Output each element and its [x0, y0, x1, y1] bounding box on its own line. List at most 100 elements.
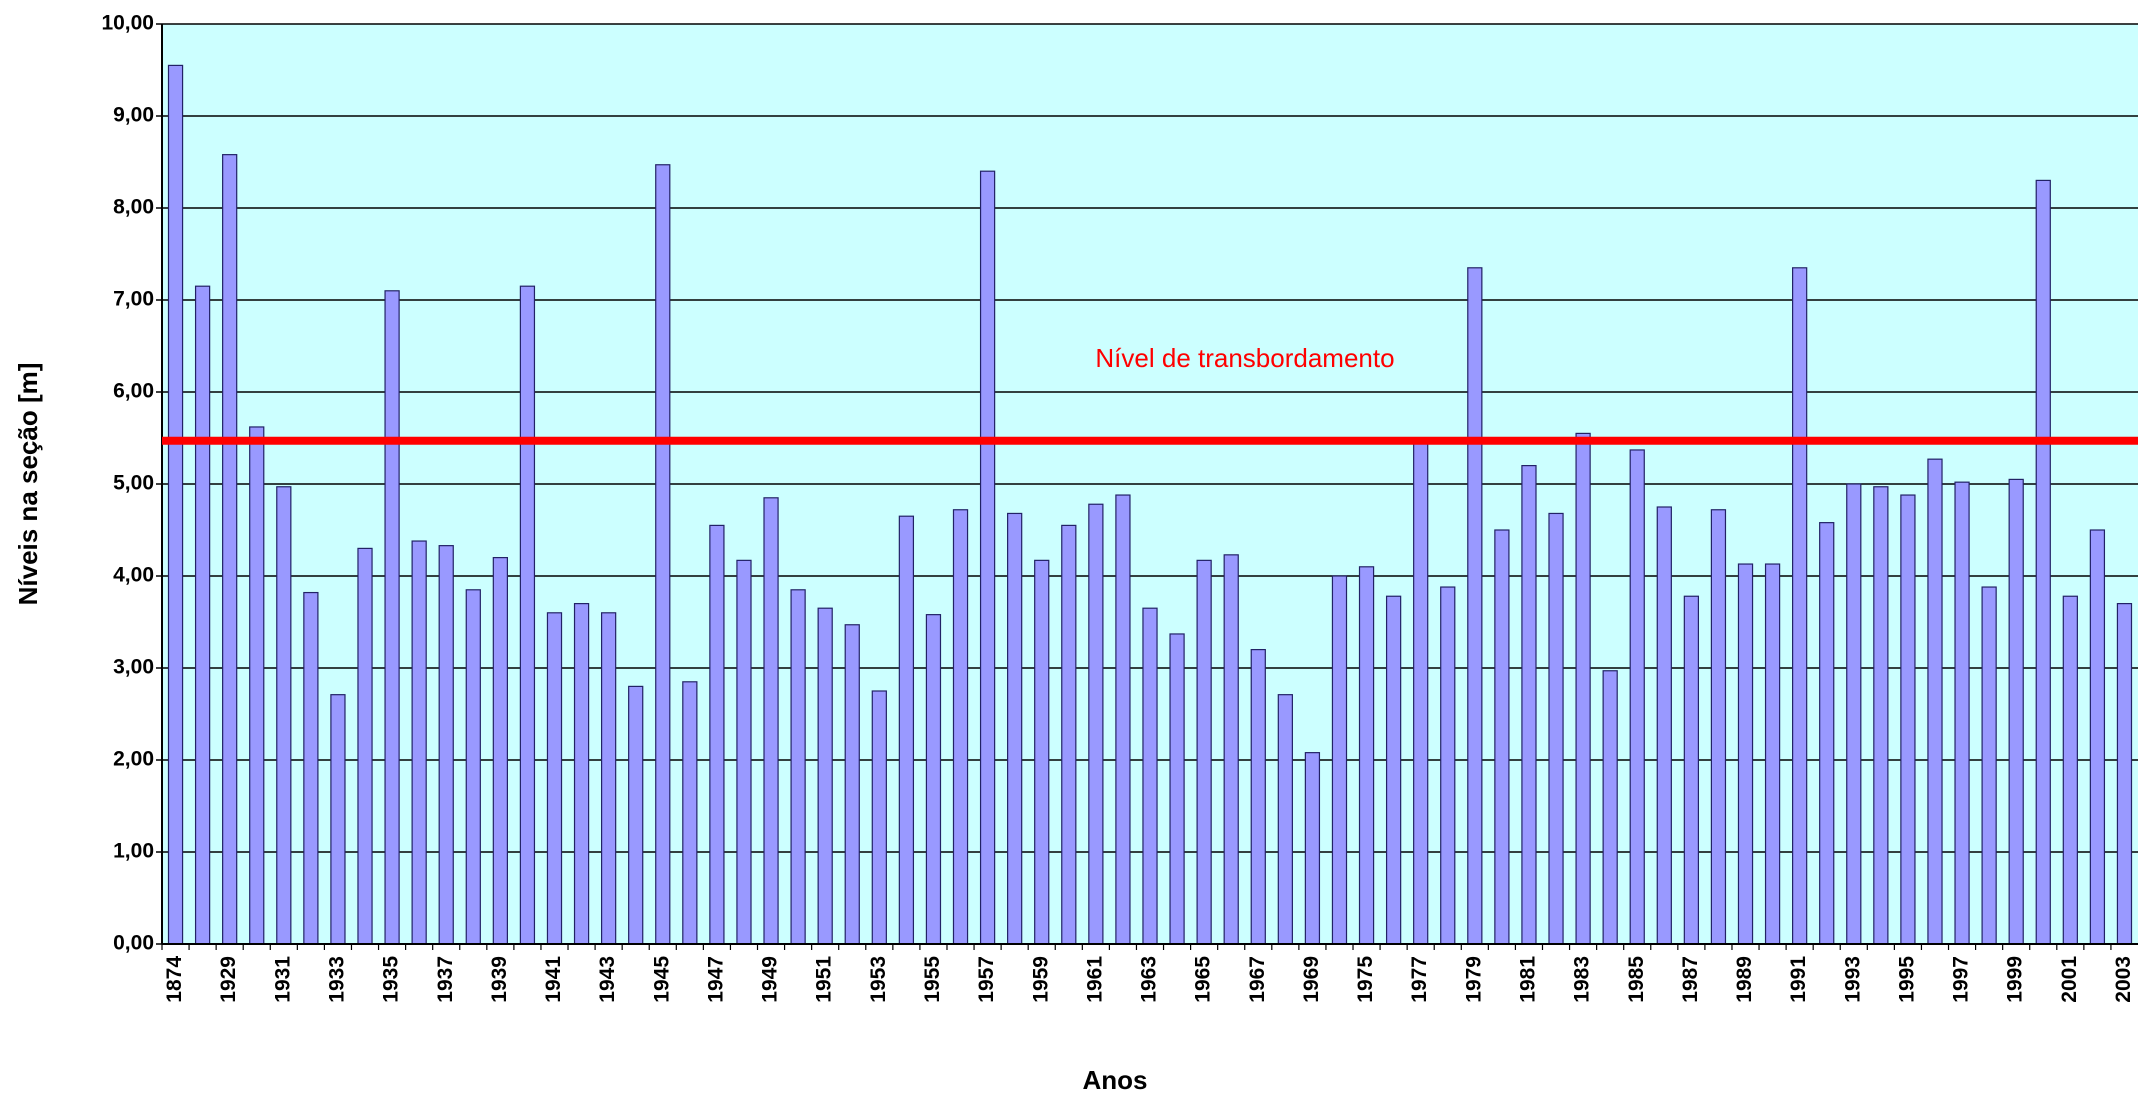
x-tick-label: 1961: [1083, 956, 1106, 1003]
x-tick-label: 1975: [1354, 956, 1377, 1003]
bar: [1602, 670, 1618, 945]
x-tick-label: 1955: [921, 956, 944, 1003]
bar: [2116, 602, 2133, 945]
bar: [979, 170, 996, 945]
bar: [1846, 483, 1862, 945]
x-tick-label: 1931: [271, 956, 294, 1003]
bar: [411, 540, 427, 945]
y-tick-label: 9,00: [113, 104, 154, 127]
x-tick-label: 1941: [542, 956, 565, 1003]
x-tick-label: 1937: [434, 956, 457, 1003]
bar: [384, 290, 400, 945]
bar: [898, 515, 915, 945]
y-tick-label: 7,00: [113, 288, 154, 311]
bar: [600, 612, 617, 945]
bar: [573, 602, 590, 945]
bar: [1900, 494, 1916, 945]
bar: [1331, 575, 1348, 945]
bar: [1277, 694, 1293, 945]
bar: [194, 285, 211, 945]
bar: [763, 497, 779, 945]
bar: [655, 164, 671, 945]
bar: [1494, 529, 1510, 945]
bar: [1954, 481, 1970, 945]
bar: [736, 559, 752, 945]
bar: [1521, 465, 1537, 945]
bar: [1467, 267, 1483, 945]
bar: [1413, 442, 1429, 945]
bar: [1088, 503, 1104, 945]
bar: [1358, 566, 1375, 945]
bar: [1115, 494, 1131, 945]
bar: [303, 591, 319, 945]
bar: [1710, 509, 1727, 945]
x-tick-label: 1949: [759, 956, 782, 1003]
bar: [1169, 633, 1185, 945]
bar: [1764, 563, 1781, 945]
x-tick-label: 1995: [1895, 956, 1918, 1003]
y-tick-label: 10,00: [101, 12, 154, 35]
bar: [2062, 595, 2078, 945]
x-tick-label: 1953: [867, 956, 890, 1003]
x-tick-label: 1983: [1571, 956, 1594, 1003]
x-tick-label: 1939: [488, 956, 511, 1003]
bar: [546, 612, 563, 945]
bar: [844, 624, 860, 945]
x-tick-label: 1999: [2004, 956, 2027, 1003]
x-tick-label: 1965: [1192, 956, 1215, 1003]
bar: [167, 64, 184, 945]
bar: [492, 556, 508, 945]
x-tick-label: 1943: [596, 956, 619, 1003]
bar: [1196, 559, 1212, 945]
y-tick-label: 8,00: [113, 196, 154, 219]
bar: [330, 694, 346, 945]
y-tick-label: 3,00: [113, 656, 154, 679]
x-tick-label: 1935: [380, 956, 403, 1003]
x-tick-label: 2001: [2058, 956, 2081, 1003]
x-tick-label: 1993: [1841, 956, 1864, 1003]
y-axis-title: Níveis na seção [m]: [13, 363, 43, 606]
x-tick-label: 1945: [650, 956, 673, 1003]
x-tick-label: 1969: [1300, 956, 1323, 1003]
bar: [1250, 648, 1266, 945]
bar: [1007, 512, 1023, 945]
x-tick-label: 1951: [813, 956, 836, 1003]
bar: [925, 614, 942, 945]
x-tick-label: 1959: [1029, 956, 1052, 1003]
bar: [2089, 529, 2106, 945]
x-tick-label: 1987: [1679, 956, 1702, 1003]
bar: [1873, 486, 1889, 945]
x-tick-label: 1985: [1625, 956, 1648, 1003]
bar: [1981, 586, 1997, 945]
x-tick-label: 1979: [1462, 956, 1485, 1003]
bar: [871, 690, 887, 945]
bar: [276, 486, 292, 945]
x-tick-label: 1989: [1733, 956, 1756, 1003]
bar: [1440, 586, 1456, 945]
bar: [1927, 458, 1943, 945]
bar: [1385, 595, 1402, 945]
bar: [1575, 432, 1591, 945]
x-tick-label: 1997: [1950, 956, 1973, 1003]
bar: [682, 681, 698, 945]
bar: [2008, 478, 2024, 945]
x-tick-label: 1963: [1138, 956, 1161, 1003]
x-axis-title: Anos: [1083, 1065, 1148, 1095]
bar: [790, 589, 806, 945]
y-tick-label: 1,00: [113, 840, 154, 863]
bar: [709, 524, 725, 945]
x-tick-label: 1991: [1787, 956, 1810, 1003]
bar: [1548, 512, 1564, 945]
x-tick-label: 1874: [163, 956, 186, 1003]
x-tick-label: 1977: [1408, 956, 1431, 1003]
bar: [1629, 449, 1645, 945]
x-tick-label: 1947: [704, 956, 727, 1003]
bar: [249, 426, 265, 945]
bar: [1304, 752, 1321, 945]
y-tick-label: 2,00: [113, 748, 154, 771]
y-tick-label: 6,00: [113, 380, 154, 403]
bar: [2035, 179, 2051, 945]
y-tick-label: 0,00: [113, 932, 154, 955]
bar: [1737, 563, 1754, 945]
